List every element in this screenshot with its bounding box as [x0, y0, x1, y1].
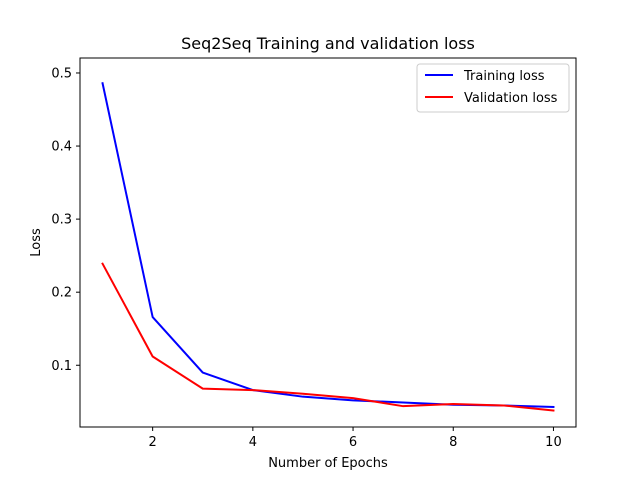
x-tick-label: 4: [249, 435, 257, 450]
legend-label-training-loss: Training loss: [463, 69, 545, 84]
y-axis-label: Loss: [29, 228, 44, 257]
legend-box: [416, 63, 570, 113]
y-tick-label: 0.2: [51, 286, 72, 301]
legend: Training loss Validation loss: [416, 63, 570, 113]
y-axis: 0.1 0.2 0.3 0.4 0.5: [51, 66, 80, 374]
x-axis-label: Number of Epochs: [268, 456, 388, 471]
plot-area: [79, 57, 577, 428]
y-tick-label: 0.5: [51, 66, 72, 81]
y-tick-label: 0.3: [51, 213, 72, 228]
y-tick-label: 0.4: [51, 140, 72, 155]
series-layer: [101, 82, 555, 412]
legend-label-validation-loss: Validation loss: [464, 91, 558, 106]
y-tick-label: 0.1: [51, 359, 72, 374]
x-tick-label: 8: [449, 435, 457, 450]
chart-title: Seq2Seq Training and validation loss: [181, 34, 475, 53]
x-tick-label: 6: [349, 435, 357, 450]
x-axis: 2 4 6 8 10: [149, 427, 562, 450]
x-tick-label: 10: [545, 435, 562, 450]
x-tick-label: 2: [149, 435, 157, 450]
axes-frame: [79, 57, 577, 428]
series-line-validation-loss: [101, 262, 555, 412]
